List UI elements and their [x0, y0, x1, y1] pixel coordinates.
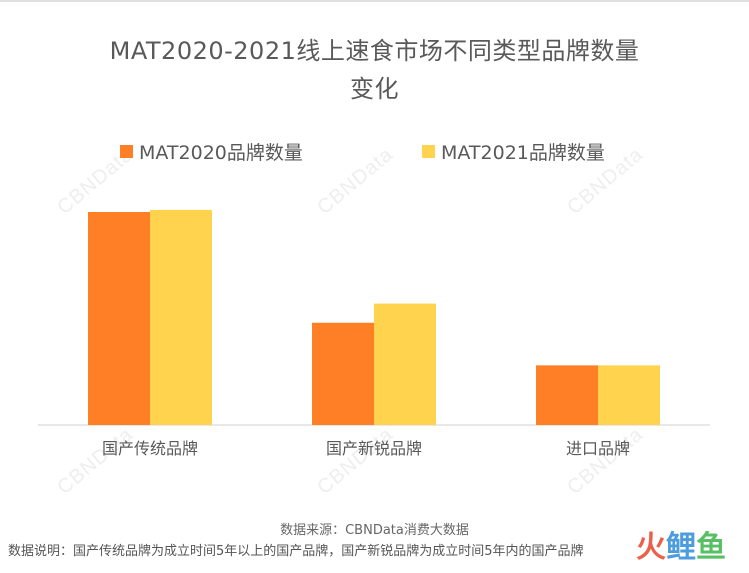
bar-mat2021-2: [598, 365, 660, 425]
bar-mat2021-0: [150, 209, 212, 425]
legend-label-mat2021: MAT2021品牌数量: [441, 142, 605, 164]
legend-item-mat2021: MAT2021品牌数量: [422, 138, 605, 165]
bar-mat2020-2: [536, 365, 598, 425]
logo-char: 火: [636, 530, 666, 565]
legend-item-mat2020: MAT2020品牌数量: [120, 138, 303, 165]
chart-title-line2: 变化: [350, 75, 399, 103]
logo-char: 鱼: [696, 530, 726, 565]
category-label-1: 国产新锐品牌: [326, 439, 422, 458]
data-note: 数据说明：国产传统品牌为成立时间5年以上的国产品牌，国产新锐品牌为成立时间5年内…: [8, 544, 584, 559]
category-label-0: 国产传统品牌: [102, 439, 198, 458]
legend-swatch-mat2020: [120, 145, 133, 158]
chart-legend: MAT2020品牌数量 MAT2021品牌数量: [0, 138, 749, 168]
bar-mat2020-1: [312, 322, 374, 425]
chart-title-line1: MAT2020-2021线上速食市场不同类型品牌数量: [109, 37, 640, 65]
category-label-2: 进口品牌: [566, 439, 630, 458]
brand-logo: 火 鲤 鱼: [636, 526, 744, 570]
bar-mat2021-1: [374, 303, 436, 425]
top-divider: [0, 0, 749, 2]
logo-char: 鲤: [666, 530, 696, 565]
legend-swatch-mat2021: [422, 145, 435, 158]
bar-mat2020-0: [88, 212, 150, 425]
legend-label-mat2020: MAT2020品牌数量: [139, 142, 303, 164]
data-source: 数据来源：CBNData消费大数据: [280, 523, 469, 538]
chart-title: MAT2020-2021线上速食市场不同类型品牌数量 变化: [0, 32, 749, 108]
